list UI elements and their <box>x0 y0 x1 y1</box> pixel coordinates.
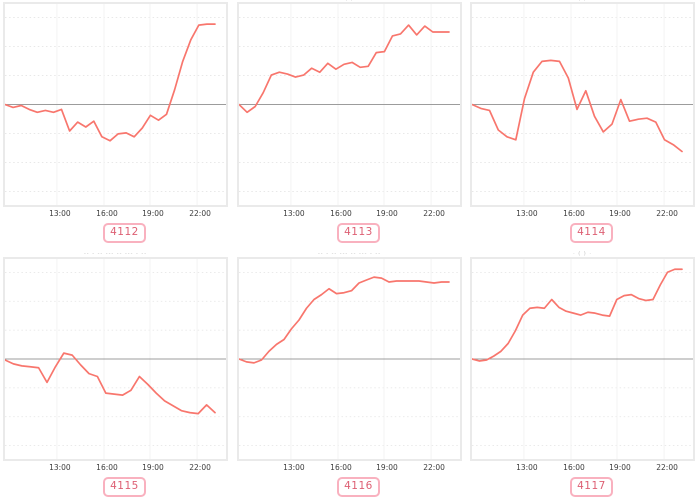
series-line <box>239 276 450 364</box>
chart-label-row: 4116 <box>246 474 471 497</box>
chart-label-row: 4115 <box>12 474 237 497</box>
chart-panel <box>470 257 695 461</box>
x-tick-label: 16:00 <box>96 209 118 218</box>
x-tick-label: 19:00 <box>142 209 164 218</box>
chart-label-row: 4113 <box>246 220 471 243</box>
x-tick-label: 13:00 <box>283 209 305 218</box>
line-chart <box>472 259 693 459</box>
chart-cell: -- - -- --- -- --- - -- 13:00 16:00 19:00 2… <box>234 250 467 501</box>
clipped-title-text: -- - -- --- -- --- - -- <box>318 251 381 257</box>
chart-id-badge: 4112 <box>103 223 146 243</box>
chart-label-row: 4112 <box>12 220 237 243</box>
x-axis: 13:00 16:00 19:00 22:00 <box>470 207 700 219</box>
x-axis: 13:00 16:00 19:00 22:00 <box>237 461 471 473</box>
line-chart <box>5 259 226 459</box>
x-tick-label: 16:00 <box>330 209 352 218</box>
chart-panel <box>470 2 695 207</box>
chart-label-row: 4114 <box>479 220 700 243</box>
x-tick-label: 22:00 <box>656 209 678 218</box>
x-tick-label: 22:00 <box>189 209 211 218</box>
x-axis: 13:00 16:00 19:00 22:00 <box>470 461 700 473</box>
chart-id-badge: 4114 <box>570 223 613 243</box>
x-tick-label: 19:00 <box>376 463 398 472</box>
chart-id-badge: 4115 <box>103 477 146 497</box>
line-chart <box>5 4 226 205</box>
x-tick-label: 22:00 <box>423 463 445 472</box>
x-tick-label: 22:00 <box>423 209 445 218</box>
clipped-title-text: -- - -- --- -- --- - -- <box>84 251 147 257</box>
x-tick-label: 16:00 <box>563 209 585 218</box>
chart-label-row: 4117 <box>479 474 700 497</box>
chart-cell: 13:00 16:00 19:00 22:00 4112 <box>0 0 234 250</box>
chart-panel <box>3 2 228 207</box>
clipped-title-text: ( ) <box>237 0 462 2</box>
x-tick-label: 19:00 <box>376 209 398 218</box>
chart-panel <box>237 257 462 461</box>
series-line <box>5 23 216 142</box>
x-axis: 13:00 16:00 19:00 22:00 <box>237 207 471 219</box>
x-tick-label: 22:00 <box>189 463 211 472</box>
x-tick-label: 19:00 <box>609 209 631 218</box>
x-tick-label: 13:00 <box>49 209 71 218</box>
x-tick-label: 13:00 <box>516 209 538 218</box>
chart-id-badge: 4113 <box>337 223 380 243</box>
clipped-title-text: · ( ) · <box>573 251 592 257</box>
x-tick-label: 16:00 <box>96 463 118 472</box>
series-line <box>5 352 216 415</box>
x-tick-label: 13:00 <box>283 463 305 472</box>
chart-panel <box>3 257 228 461</box>
x-tick-label: 19:00 <box>142 463 164 472</box>
chart-cell: ( ) 13:00 16:00 19:00 22:00 4114 <box>467 0 700 250</box>
chart-cell: ( ) 13:00 16:00 19:00 22:00 4113 <box>234 0 467 250</box>
x-tick-label: 13:00 <box>516 463 538 472</box>
line-chart <box>239 4 460 205</box>
chart-id-badge: 4116 <box>337 477 380 497</box>
line-chart <box>239 259 460 459</box>
chart-panel <box>237 2 462 207</box>
series-line <box>239 24 450 114</box>
x-tick-label: 19:00 <box>609 463 631 472</box>
chart-cell: · ( ) · 13:00 16:00 19:00 22:00 4117 <box>467 250 700 501</box>
chart-cell: -- - -- --- -- --- - -- 13:00 16:00 19:00 2… <box>0 250 234 501</box>
chart-id-badge: 4117 <box>570 477 613 497</box>
x-axis: 13:00 16:00 19:00 22:00 <box>3 207 237 219</box>
x-tick-label: 16:00 <box>563 463 585 472</box>
line-chart <box>472 4 693 205</box>
series-line <box>472 59 683 153</box>
series-line <box>472 268 683 362</box>
x-tick-label: 22:00 <box>656 463 678 472</box>
x-tick-label: 13:00 <box>49 463 71 472</box>
x-axis: 13:00 16:00 19:00 22:00 <box>3 461 237 473</box>
clipped-title-text: ( ) <box>470 0 695 2</box>
x-tick-label: 16:00 <box>330 463 352 472</box>
